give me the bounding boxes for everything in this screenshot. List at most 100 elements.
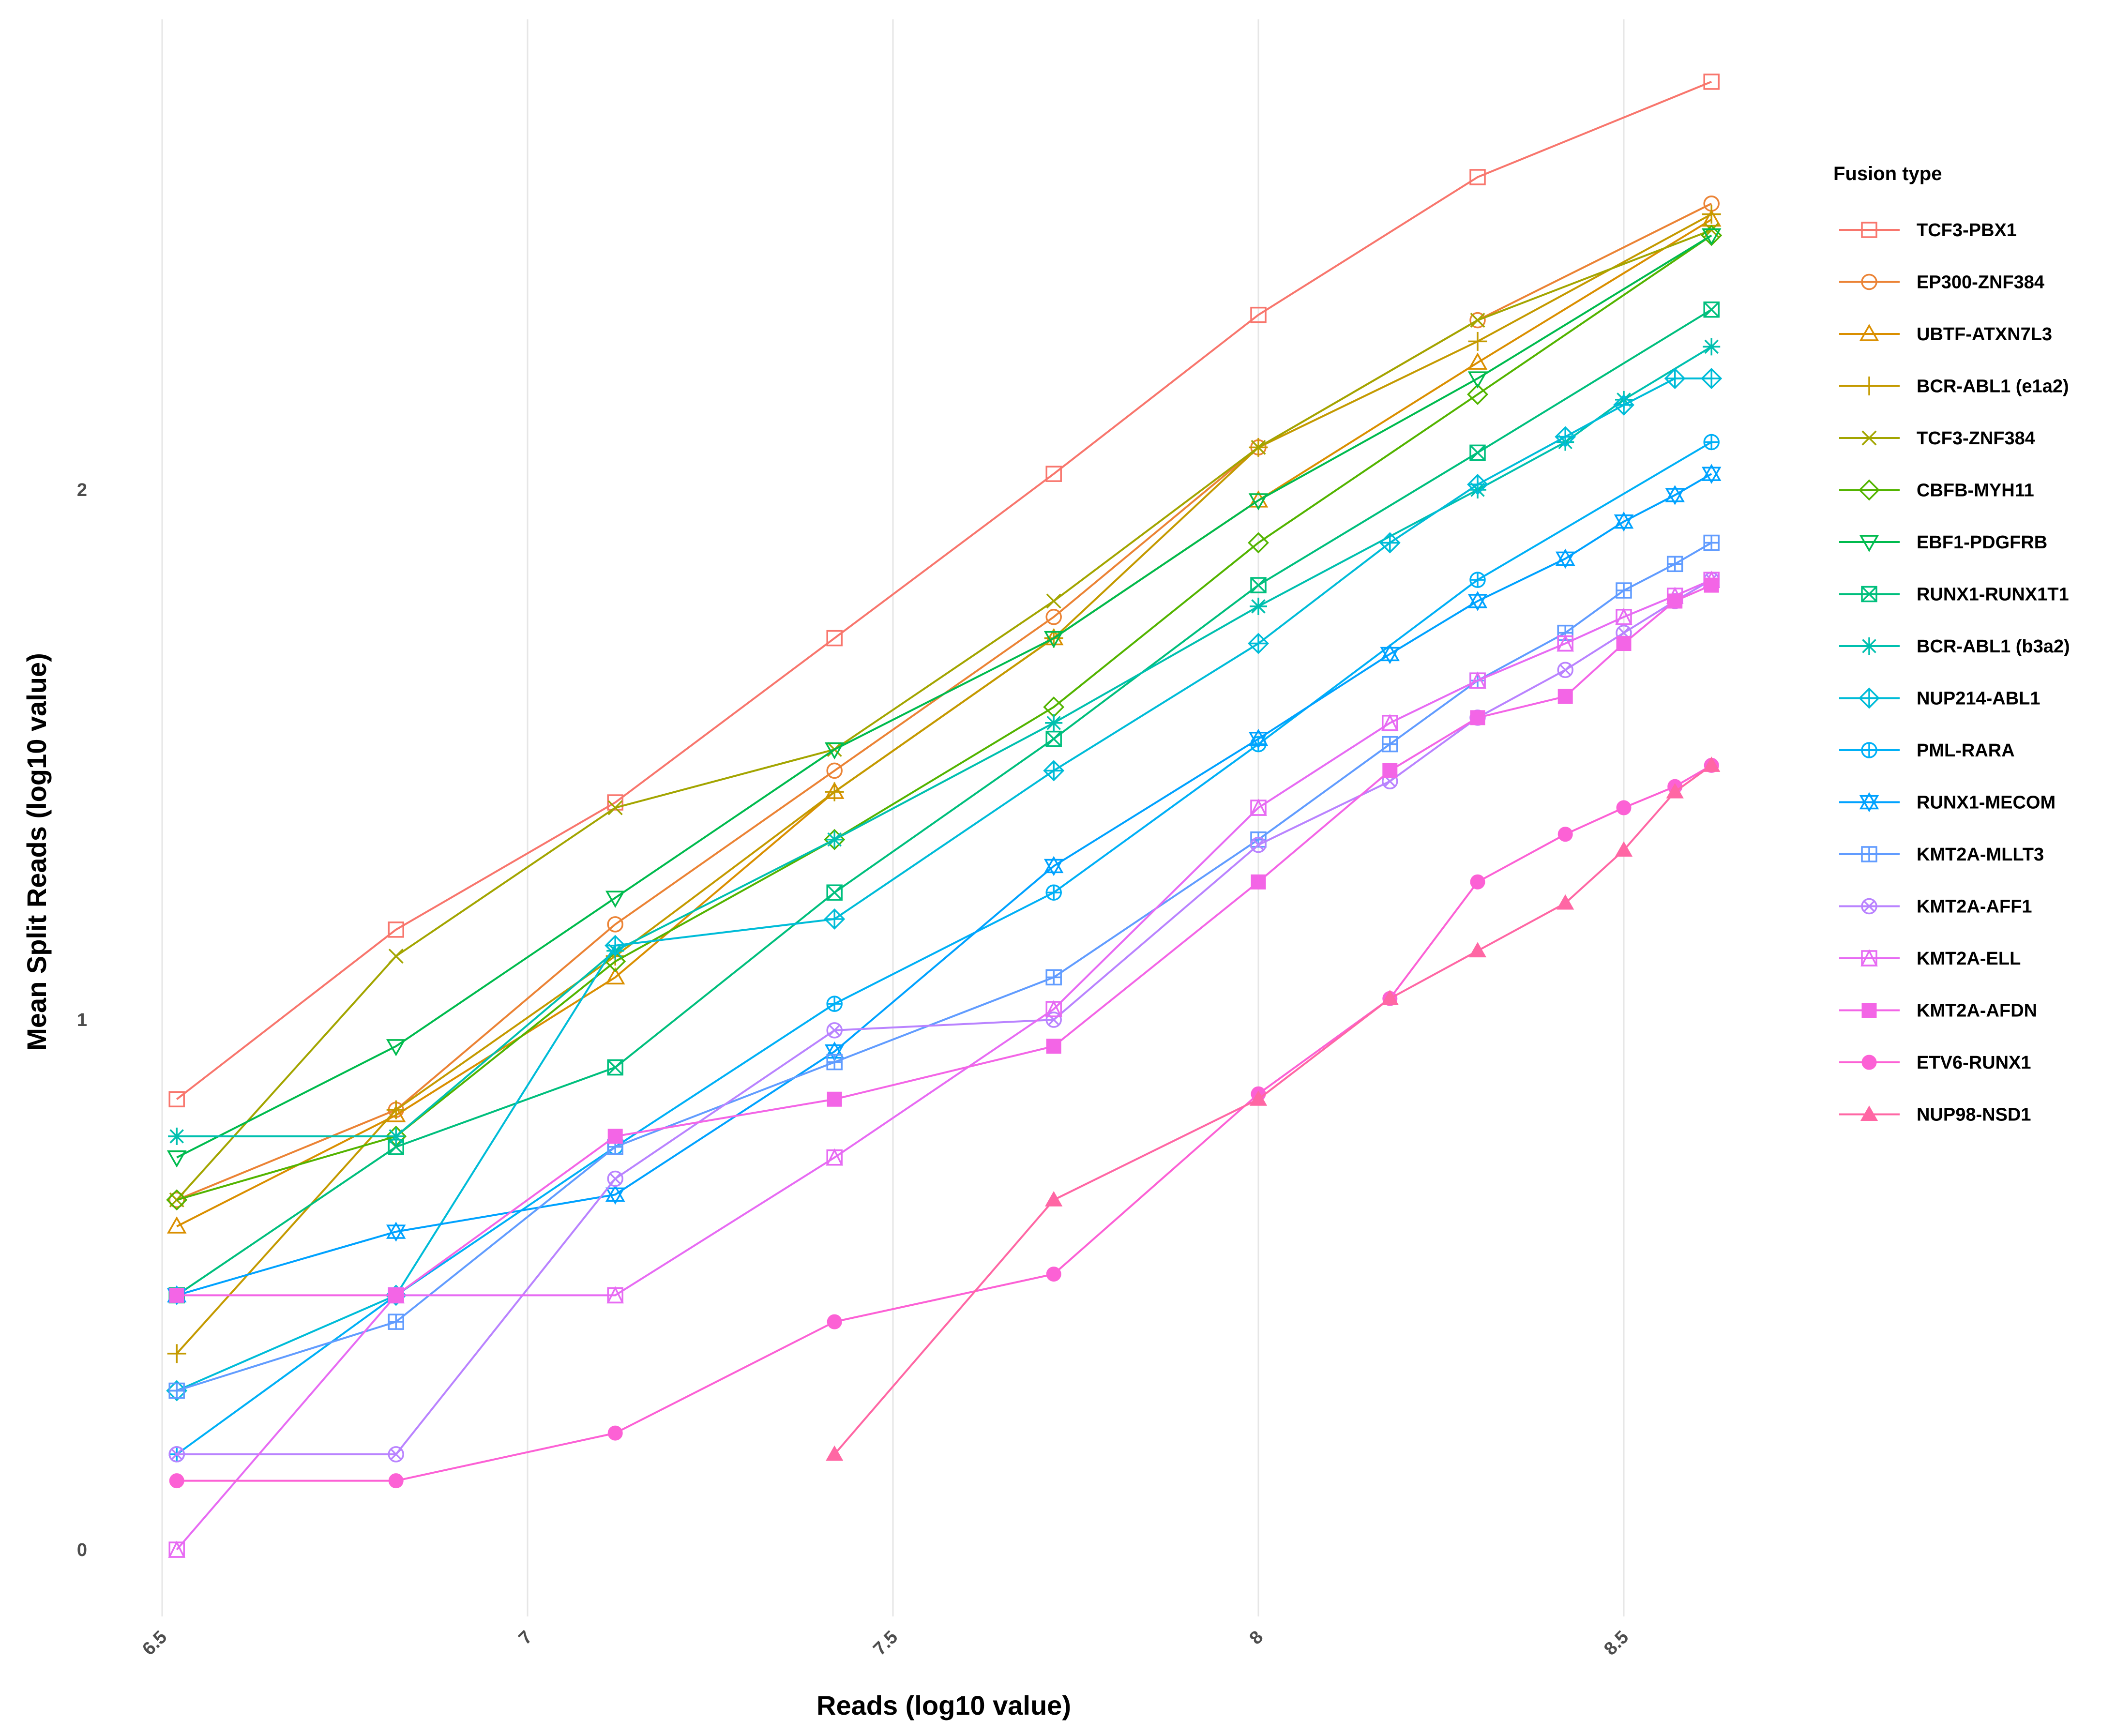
- data-point: [1250, 836, 1267, 853]
- data-point: [1468, 942, 1487, 958]
- data-point: [1382, 736, 1398, 753]
- series-line: [176, 80, 1712, 1100]
- legend-label: NUP214-ABL1: [1917, 689, 2041, 709]
- data-point: [826, 830, 844, 848]
- series-kmt2a-ell: [168, 571, 1721, 1558]
- series-line: [176, 542, 1712, 1392]
- data-point: [1381, 989, 1399, 1005]
- data-point: [1470, 874, 1485, 890]
- legend-key-marker: [1861, 273, 1877, 290]
- x-tick-label: 8.5: [1600, 1627, 1632, 1660]
- legend-label: RUNX1-MECOM: [1917, 793, 2056, 813]
- data-point: [1043, 631, 1064, 649]
- data-point: [1045, 1000, 1063, 1017]
- series-nup98-nsd1: [826, 756, 1721, 1461]
- data-point: [169, 1473, 184, 1489]
- data-point: [827, 1314, 842, 1329]
- data-point: [1467, 371, 1488, 389]
- legend-key-marker: [1860, 637, 1878, 655]
- data-point: [1046, 1267, 1061, 1282]
- data-point: [1557, 662, 1573, 679]
- x-tick-label: 6.5: [138, 1627, 171, 1660]
- data-point: [1045, 466, 1062, 482]
- data-point: [1616, 582, 1632, 599]
- data-point: [1664, 368, 1686, 390]
- y-tick-label: 0: [77, 1540, 87, 1560]
- legend-label: KMT2A-AFF1: [1917, 897, 2032, 917]
- data-point: [168, 1091, 185, 1107]
- series-kmt2a-mllt3: [168, 534, 1720, 1399]
- legend-key-marker: [1860, 1105, 1878, 1121]
- data-point: [826, 630, 843, 647]
- data-point: [1555, 548, 1575, 569]
- legend-label: KMT2A-ELL: [1917, 949, 2021, 969]
- legend-label: BCR-ABL1 (e1a2): [1917, 377, 2069, 397]
- data-point: [1467, 474, 1488, 496]
- series-line: [177, 584, 1712, 1297]
- series-line: [176, 441, 1712, 1455]
- data-point: [166, 1150, 187, 1168]
- data-point: [826, 762, 843, 779]
- data-point: [1703, 301, 1720, 318]
- legend-key-marker: [1859, 792, 1879, 813]
- series-line: [176, 202, 1712, 1201]
- legend-item: NUP98-NSD1: [1839, 1105, 2031, 1125]
- data-point: [1615, 841, 1633, 857]
- legend-item: CBFB-MYH11: [1839, 479, 2034, 501]
- legend-label: CBFB-MYH11: [1917, 481, 2034, 501]
- legend-item: TCF3-ZNF384: [1839, 428, 2035, 449]
- data-point: [1667, 593, 1683, 609]
- data-point: [1045, 609, 1062, 625]
- y-tick-label: 1: [77, 1010, 87, 1030]
- series-line: [176, 234, 1712, 1201]
- x-axis-title: Reads (log10 value): [816, 1690, 1071, 1721]
- data-point: [168, 1127, 186, 1145]
- data-point: [1469, 444, 1486, 461]
- legend-item: UBTF-ATXN7L3: [1839, 324, 2052, 345]
- series-bcr-abl1-e1a2-: [167, 205, 1721, 1363]
- x-tick-label: 8: [1246, 1627, 1268, 1649]
- series-line: [176, 308, 1712, 1297]
- series-line: [177, 579, 1712, 1455]
- data-point: [1469, 169, 1486, 185]
- y-tick-label: 2: [77, 480, 87, 500]
- data-point: [388, 1473, 404, 1489]
- data-point: [1248, 490, 1269, 508]
- data-point: [1666, 556, 1683, 573]
- data-point: [1250, 799, 1267, 816]
- series-ubtf-atxn7l3: [166, 209, 1722, 1234]
- legend-label: UBTF-ATXN7L3: [1917, 324, 2052, 345]
- legend-item: TCF3-PBX1: [1839, 220, 2017, 241]
- data-point: [1045, 714, 1063, 732]
- data-point: [826, 1054, 843, 1071]
- data-point: [1045, 884, 1062, 901]
- data-point: [1557, 827, 1573, 842]
- data-point: [1615, 607, 1632, 625]
- legend-key-marker: [1861, 586, 1877, 603]
- legend-label: TCF3-ZNF384: [1917, 428, 2035, 449]
- data-point: [825, 782, 844, 801]
- data-point: [1701, 464, 1722, 484]
- data-point: [1470, 710, 1485, 725]
- series-nup214-abl1: [166, 368, 1723, 1402]
- data-point: [1469, 312, 1486, 329]
- series-line: [176, 473, 1712, 1297]
- data-point: [607, 800, 623, 815]
- data-point: [167, 1344, 186, 1363]
- data-point: [169, 1287, 184, 1303]
- data-point: [1250, 306, 1267, 323]
- legend-key-marker: [1861, 846, 1877, 862]
- data-point: [824, 908, 846, 930]
- data-point: [1043, 760, 1065, 782]
- legend-item: NUP214-ABL1: [1839, 687, 2041, 709]
- data-point: [388, 1446, 404, 1463]
- data-point: [826, 1148, 844, 1166]
- data-point: [1470, 313, 1485, 328]
- series-line: [176, 213, 1712, 1355]
- data-point: [1702, 205, 1721, 224]
- data-point: [1665, 485, 1685, 505]
- data-point: [1557, 634, 1574, 652]
- series-ebf1-pdgfrb: [166, 228, 1722, 1168]
- data-point: [168, 1446, 185, 1463]
- data-point: [1250, 577, 1267, 593]
